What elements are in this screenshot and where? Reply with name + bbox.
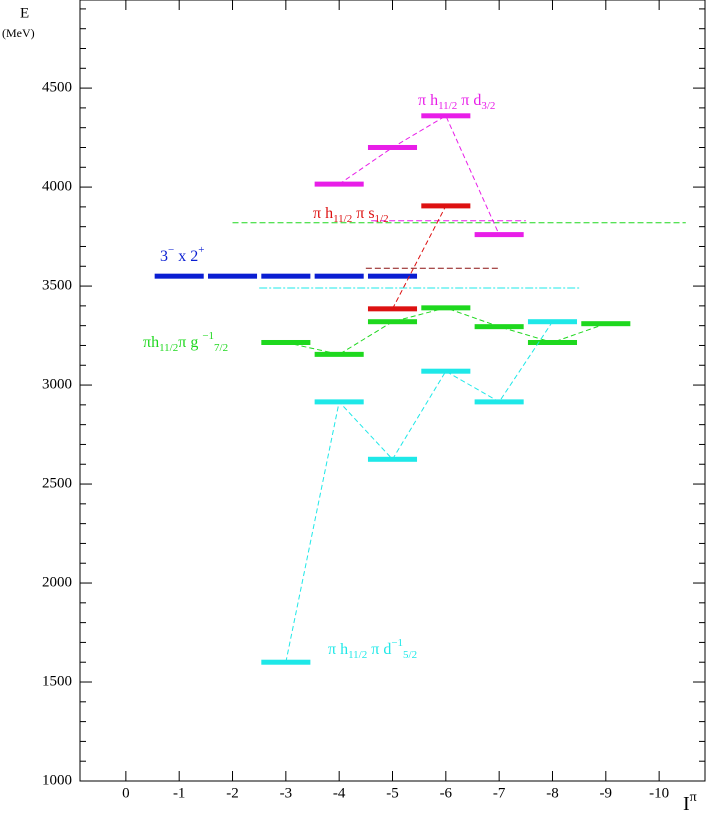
level xyxy=(527,319,578,325)
series-label-part: 3 xyxy=(160,248,168,265)
x-tick-label: -5 xyxy=(386,785,399,801)
x-tick-label: -9 xyxy=(600,785,613,801)
series-label-part: −1 xyxy=(202,330,214,342)
y-tick-label: 4500 xyxy=(42,80,72,96)
x-tick-label: 0 xyxy=(122,785,130,801)
series-label-part: π d xyxy=(367,641,391,658)
x-tick-label: -4 xyxy=(333,785,346,801)
level xyxy=(474,399,524,405)
series-label-part: π h xyxy=(418,92,438,109)
series-label-part: + xyxy=(198,244,204,256)
series-label-part: −1 xyxy=(391,637,403,649)
x-title-part: I xyxy=(683,793,690,815)
level xyxy=(367,456,418,462)
series-label: π h11/2 π d3/2 xyxy=(418,92,495,112)
level xyxy=(421,368,471,374)
series-label-part: 11/2 xyxy=(159,342,178,354)
x-tick-label: -3 xyxy=(280,785,293,801)
series-label-part: 5/2 xyxy=(403,649,417,661)
series-label: π h11/2 π s1/2 xyxy=(313,205,389,225)
x-title-part: π xyxy=(690,790,697,805)
y-tick-label: 2000 xyxy=(42,574,72,590)
x-tick-label: -10 xyxy=(649,785,669,801)
series-label-part: x 2 xyxy=(174,248,198,265)
level xyxy=(474,232,524,238)
x-tick-label: -1 xyxy=(173,785,186,801)
x-tick-label: -6 xyxy=(440,785,453,801)
series-label-part: 3/2 xyxy=(481,100,495,112)
level xyxy=(261,339,311,345)
series-label-part: 1/2 xyxy=(375,213,389,225)
x-tick-label: -7 xyxy=(493,785,506,801)
x-tick-label: -8 xyxy=(546,785,559,801)
series-label-part: − xyxy=(168,244,174,256)
x-title: Iπ xyxy=(683,790,697,814)
series-label-part: 11/2 xyxy=(348,649,367,661)
series-label-part: πh xyxy=(143,334,159,351)
level xyxy=(314,351,364,357)
level xyxy=(581,321,631,327)
connector xyxy=(285,321,553,663)
series-label: π h11/2 π d−15/2 xyxy=(328,637,417,661)
y-tick-label: 2500 xyxy=(42,475,72,491)
x-tick-label: -2 xyxy=(226,785,239,801)
y-title: E xyxy=(20,5,29,21)
series-label: 3− x 2+ xyxy=(160,244,204,265)
level xyxy=(207,273,258,279)
level xyxy=(314,181,364,187)
level xyxy=(474,324,524,330)
level xyxy=(314,273,364,279)
series-label-part: π g xyxy=(178,334,202,351)
y-tick-label: 3000 xyxy=(42,376,72,392)
series-label-part: π s xyxy=(352,205,374,222)
series-label: πh11/2π g −17/2 xyxy=(143,330,228,354)
y-tick-label: 1500 xyxy=(42,673,72,689)
level xyxy=(154,273,204,279)
plot-frame xyxy=(79,0,706,782)
series-label-part: π d xyxy=(457,92,481,109)
connector xyxy=(392,205,447,310)
level xyxy=(421,113,471,119)
level xyxy=(261,659,311,665)
level xyxy=(367,319,418,325)
level xyxy=(527,339,578,345)
level xyxy=(314,399,364,405)
y-tick-label: 1000 xyxy=(42,772,72,788)
y-tick-label: 3500 xyxy=(42,278,72,294)
series-label-part: π h xyxy=(313,205,333,222)
level xyxy=(421,305,471,311)
series-label-part: π h xyxy=(328,641,348,658)
series-label-part: 7/2 xyxy=(214,342,228,354)
series-label-part: 11/2 xyxy=(333,213,352,225)
level xyxy=(367,273,418,279)
level xyxy=(367,144,418,150)
connector xyxy=(285,307,606,355)
y-unit: (MeV) xyxy=(2,26,35,40)
y-tick-label: 4000 xyxy=(42,179,72,195)
level xyxy=(421,203,471,209)
series-label-part: 11/2 xyxy=(438,100,457,112)
level xyxy=(261,273,311,279)
connector xyxy=(338,115,500,235)
level xyxy=(367,306,418,312)
